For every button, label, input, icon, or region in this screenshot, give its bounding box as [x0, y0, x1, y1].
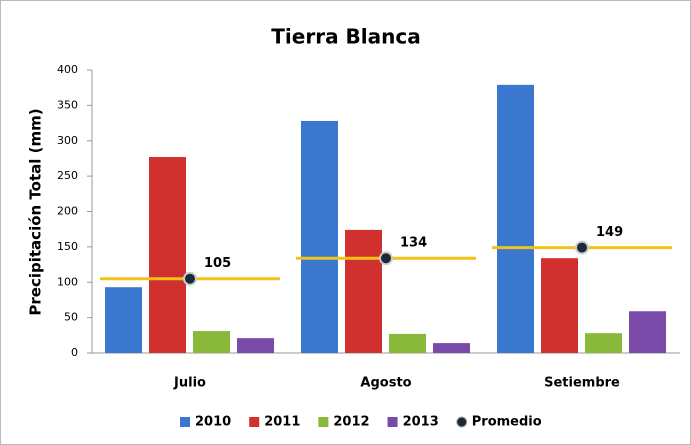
- bar: [497, 84, 534, 354]
- y-axis-label: Precipitación Total (mm): [27, 108, 45, 315]
- y-tick-label: 350: [57, 98, 78, 111]
- bar: [149, 157, 186, 353]
- bar: [237, 338, 274, 353]
- chart-title: Tierra Blanca: [271, 25, 420, 49]
- legend-marker: [249, 417, 260, 427]
- y-tick-label: 250: [57, 169, 78, 182]
- data-label: 149: [596, 225, 623, 240]
- bar: [301, 120, 338, 353]
- legend-marker: [456, 416, 468, 428]
- y-tick-label: 300: [57, 134, 78, 147]
- y-tick-label: 150: [57, 240, 78, 253]
- average-point: [183, 271, 197, 286]
- bar: [433, 343, 470, 353]
- bar: [629, 311, 666, 353]
- average-point: [379, 251, 393, 266]
- legend-label: 2010: [195, 415, 231, 430]
- bar: [541, 258, 578, 353]
- x-tick-label: Julio: [173, 376, 206, 391]
- legend-marker: [318, 417, 329, 427]
- data-label: 134: [400, 236, 427, 251]
- x-tick-label: Setiembre: [544, 376, 620, 391]
- x-tick-label: Agosto: [360, 376, 411, 391]
- bar: [345, 229, 382, 353]
- y-tick-label: 400: [57, 63, 78, 76]
- legend-marker: [180, 417, 190, 427]
- legend-label: 2011: [264, 415, 300, 430]
- legend-label: 2013: [403, 415, 439, 430]
- bar: [105, 287, 142, 353]
- bar: [389, 333, 426, 353]
- legend-label: Promedio: [472, 415, 542, 430]
- average-point: [575, 240, 589, 255]
- y-tick-label: 50: [64, 311, 78, 324]
- data-label: 105: [204, 256, 231, 271]
- bar: [585, 333, 622, 353]
- legend-label: 2012: [333, 415, 369, 430]
- y-tick-label: 0: [71, 346, 78, 359]
- y-tick-label: 100: [57, 275, 78, 288]
- y-tick-label: 200: [57, 205, 78, 218]
- legend-marker: [387, 417, 398, 427]
- bar: [193, 331, 230, 353]
